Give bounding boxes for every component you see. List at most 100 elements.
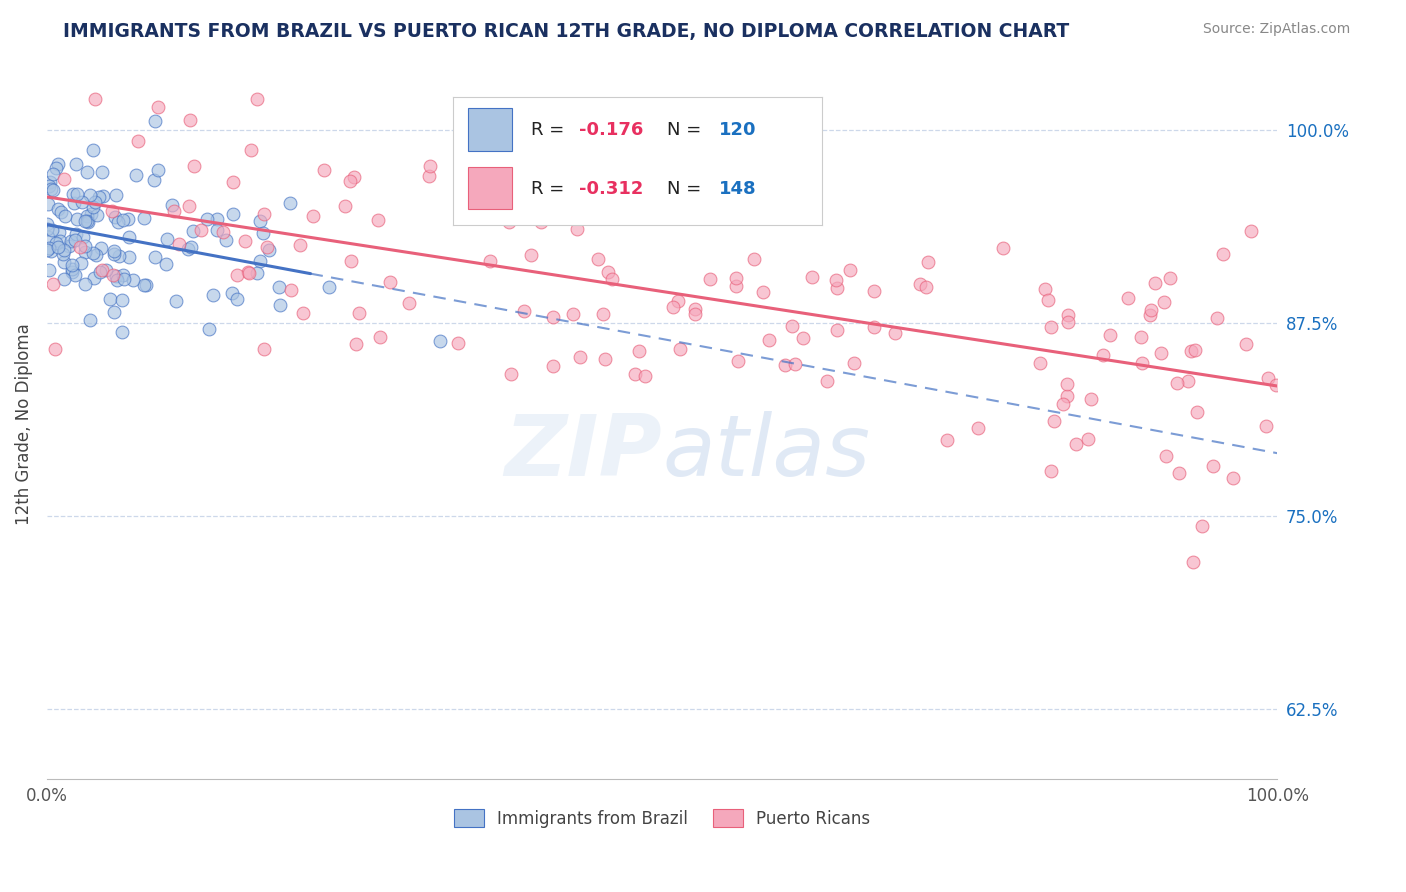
Point (60, 258, 83, 272)
Point (86, 208, 108, 222)
Point (127, 134, 149, 148)
Point (146, 100, 169, 114)
Point (257, 244, 280, 258)
Point (936, 433, 959, 447)
Point (82, 201, 104, 215)
Point (1066, 437, 1088, 451)
Point (724, 271, 747, 285)
Point (239, 143, 262, 157)
Point (118, 250, 141, 264)
Point (513, 304, 536, 318)
Point (90, 165, 112, 179)
Point (253, 342, 276, 356)
Point (815, 374, 838, 388)
Point (569, 350, 592, 364)
Point (177, 242, 200, 256)
Point (347, 306, 370, 320)
Point (70, 255, 93, 269)
Point (783, 358, 806, 372)
Point (37, 221, 59, 235)
Point (1202, 459, 1225, 474)
Point (751, 285, 773, 299)
Point (479, 254, 502, 268)
Point (63, 195, 86, 210)
Point (917, 255, 939, 269)
Point (699, 272, 721, 286)
Point (683, 302, 706, 317)
Point (112, 272, 135, 286)
Point (233, 234, 256, 248)
Point (302, 209, 325, 223)
Point (107, 215, 129, 229)
Point (624, 368, 647, 382)
Point (104, 188, 127, 202)
Point (80, 207, 103, 221)
Point (1039, 464, 1062, 478)
Point (101, 204, 124, 219)
Point (103, 247, 125, 261)
Point (222, 207, 245, 221)
Point (84, 248, 107, 262)
Point (627, 344, 650, 359)
Point (46, 156, 69, 170)
Point (82, 143, 104, 157)
Point (292, 306, 315, 320)
Point (41, 223, 63, 237)
Point (98, 292, 121, 306)
Point (725, 278, 748, 293)
Point (419, 159, 441, 173)
Point (530, 215, 553, 229)
Point (368, 329, 391, 343)
Point (75, 213, 97, 227)
Point (1080, 392, 1102, 407)
Point (76, 214, 98, 228)
Point (908, 277, 931, 291)
Point (269, 280, 291, 294)
Text: ZIP: ZIP (505, 410, 662, 493)
Point (238, 265, 260, 279)
Point (339, 174, 361, 188)
Point (104, 210, 127, 224)
Point (1057, 315, 1080, 329)
Point (46, 240, 69, 254)
Point (53, 209, 76, 223)
Point (134, 278, 156, 293)
Text: IMMIGRANTS FROM BRAZIL VS PUERTO RICAN 12TH GRADE, NO DIPLOMA CORRELATION CHART: IMMIGRANTS FROM BRAZIL VS PUERTO RICAN 1… (63, 22, 1070, 41)
Point (727, 354, 749, 368)
Point (73, 239, 96, 253)
Point (344, 337, 367, 351)
Point (785, 181, 807, 195)
Point (41, 183, 63, 197)
Point (238, 266, 260, 280)
Point (202, 287, 225, 301)
Point (792, 331, 814, 345)
Point (79, 188, 101, 202)
Point (111, 293, 134, 307)
Point (38, 242, 60, 256)
Point (198, 322, 221, 336)
Point (37, 244, 59, 258)
Point (103, 305, 125, 319)
Point (534, 137, 557, 152)
Point (683, 306, 706, 320)
Point (418, 169, 440, 184)
Point (148, 163, 170, 178)
Point (1033, 282, 1056, 296)
Point (51, 205, 73, 219)
Point (76, 209, 98, 223)
Point (212, 225, 235, 239)
Point (65, 157, 87, 171)
Point (66, 186, 89, 201)
Point (520, 248, 543, 262)
Point (1150, 345, 1173, 359)
Point (772, 195, 794, 210)
Point (252, 207, 274, 221)
Point (60, 265, 83, 279)
Point (800, 269, 823, 284)
Point (125, 169, 148, 183)
Point (742, 252, 765, 266)
Point (163, 204, 186, 219)
Point (48, 225, 70, 239)
Point (824, 273, 846, 287)
Point (662, 128, 685, 143)
